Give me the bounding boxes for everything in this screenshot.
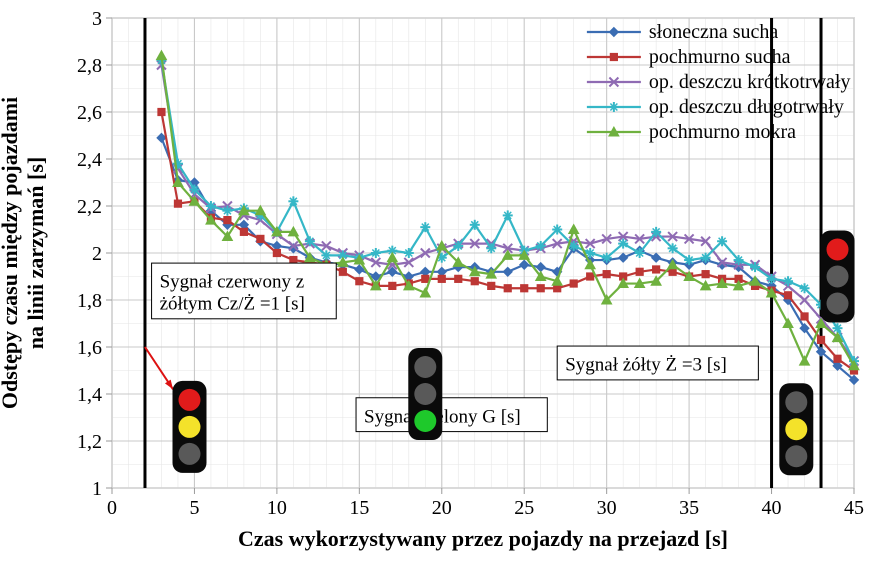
legend-label: pochmurno mokra (649, 121, 796, 143)
svg-text:1: 1 (92, 478, 102, 500)
svg-text:40: 40 (762, 497, 782, 519)
svg-text:2,6: 2,6 (77, 102, 102, 124)
svg-text:Sygnał czerwony z: Sygnał czerwony z (160, 272, 305, 293)
annotation-box: Sygnał żółty Ż =3 [s] (557, 346, 758, 380)
legend-label: op. deszczu krótkotrwały (649, 71, 851, 93)
svg-text:25: 25 (514, 497, 534, 519)
svg-text:3: 3 (92, 8, 102, 30)
svg-text:15: 15 (349, 497, 369, 519)
svg-text:1,8: 1,8 (77, 290, 102, 312)
chart-svg: 0 5 10 15 20 25 30 35 40 45 1 1,2 1,4 1,6 1,8 2 2,2 2,4 2,… (0, 0, 879, 568)
svg-text:2: 2 (92, 243, 102, 265)
chart-root: 0 5 10 15 20 25 30 35 40 45 1 1,2 1,4 1,6 1,8 2 2,2 2,4 2,… (0, 0, 879, 568)
green-light-icon (408, 348, 442, 440)
svg-text:na linii zarzymań [s]: na linii zarzymań [s] (23, 157, 48, 350)
svg-text:20: 20 (432, 497, 452, 519)
legend-label: słoneczna sucha (649, 21, 779, 43)
red-light-icon (821, 231, 855, 323)
svg-text:1,6: 1,6 (77, 337, 102, 359)
x-axis-label: Czas wykorzystywany przez pojazdy na prz… (238, 526, 728, 551)
svg-text:35: 35 (679, 497, 699, 519)
svg-text:2,4: 2,4 (77, 149, 102, 171)
svg-text:Odstępy czasu między pojazdami: Odstępy czasu między pojazdami (0, 97, 22, 409)
svg-text:1,4: 1,4 (77, 384, 102, 406)
yellow-light-icon (779, 383, 813, 475)
svg-text:Sygnał żółty Ż =3 [s]: Sygnał żółty Ż =3 [s] (565, 355, 727, 376)
annotation-box: Sygnał czerwony zżółtym Cz/Ż =1 [s] (152, 263, 337, 319)
svg-text:żółtym Cz/Ż =1 [s]: żółtym Cz/Ż =1 [s] (160, 294, 305, 315)
svg-text:2,8: 2,8 (77, 55, 102, 77)
svg-text:1,2: 1,2 (77, 431, 102, 453)
svg-text:0: 0 (107, 497, 117, 519)
legend-label: pochmurno sucha (649, 46, 791, 68)
svg-text:45: 45 (844, 497, 864, 519)
annotation-box: Sygnał zielony G [s] (356, 398, 547, 432)
svg-text:10: 10 (267, 497, 287, 519)
legend-label: op. deszczu długotrwały (649, 96, 844, 118)
svg-text:30: 30 (597, 497, 617, 519)
svg-text:2,2: 2,2 (77, 196, 102, 218)
svg-text:5: 5 (189, 497, 199, 519)
svg-text:Sygnał zielony G [s]: Sygnał zielony G [s] (364, 406, 521, 427)
red-yellow-light-icon (172, 381, 206, 473)
